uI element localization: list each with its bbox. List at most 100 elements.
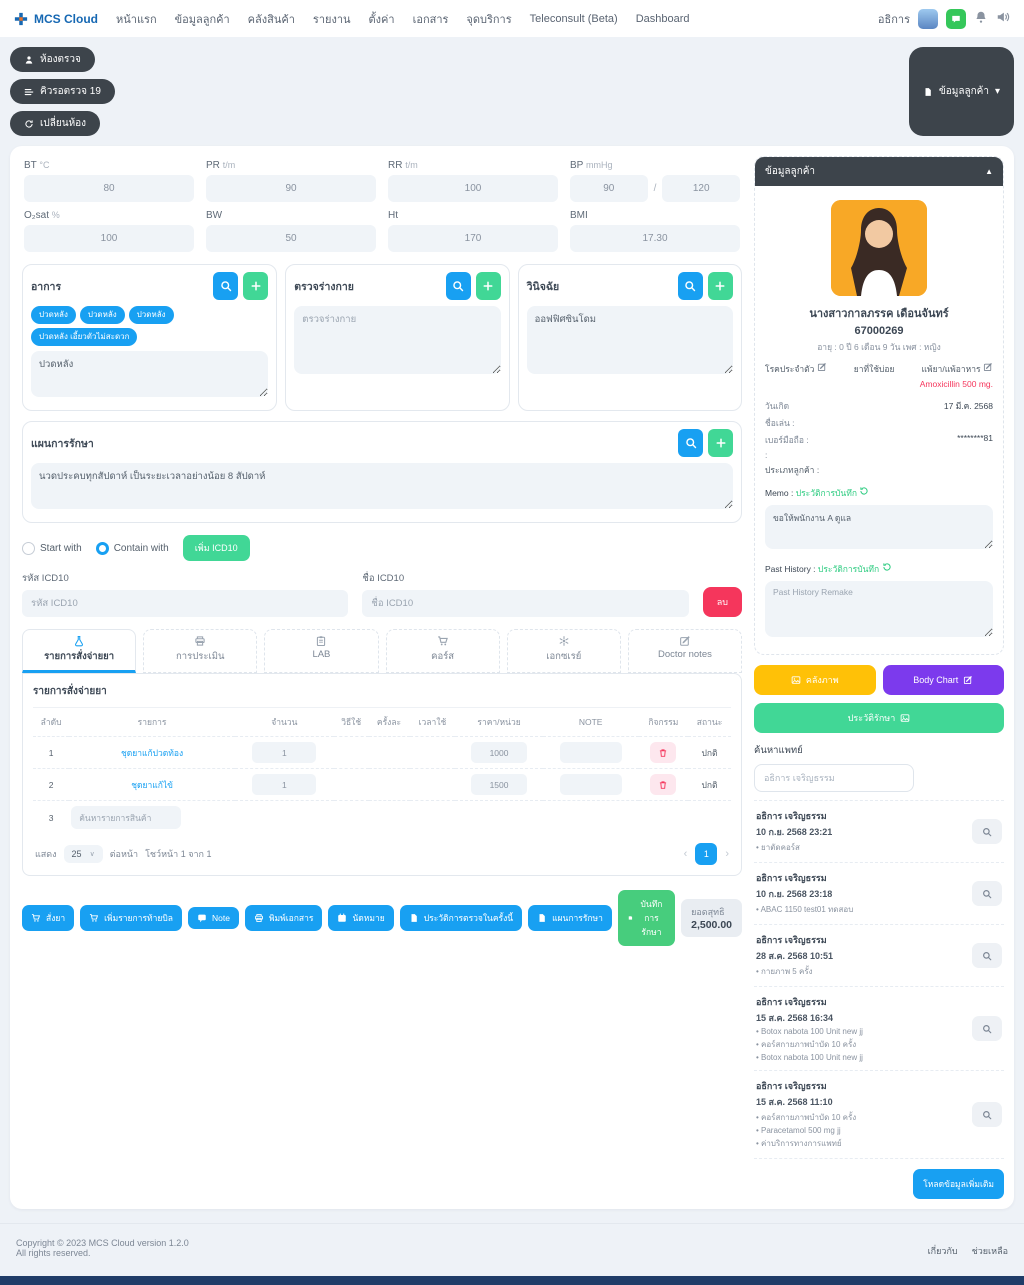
view-history-button[interactable] (972, 1102, 1002, 1127)
view-history-button[interactable] (972, 881, 1002, 906)
nav-reports[interactable]: รายงาน (312, 13, 351, 26)
bp-diastolic-input[interactable] (662, 175, 740, 202)
note-input[interactable] (559, 774, 622, 795)
view-history-button[interactable] (972, 1016, 1002, 1041)
item-link[interactable]: ชุดยาแก้ปวดท้อง (120, 747, 184, 758)
customer-panel-header[interactable]: ข้อมูลลูกค้า ▲ (755, 157, 1003, 186)
treatment-plan-button[interactable]: แผนการรักษา (528, 905, 612, 931)
nav-home[interactable]: หน้าแรก (116, 13, 157, 26)
next-page-button[interactable]: › (725, 848, 729, 860)
diagnosis-search-button[interactable] (677, 272, 703, 300)
gallery-button[interactable]: คลังภาพ (754, 665, 876, 695)
appointment-button[interactable]: นัดหมาย (328, 905, 394, 931)
bp-systolic-input[interactable] (570, 175, 648, 202)
icd10-name-input[interactable] (362, 590, 689, 617)
visit-history-button[interactable]: ประวัติการตรวจในครั้งนี้ (399, 905, 523, 931)
view-history-button[interactable] (972, 819, 1002, 844)
nav-settings[interactable]: ตั้งค่า (368, 13, 395, 26)
delete-row-button[interactable] (650, 774, 677, 795)
tab-medication-orders[interactable]: รายการสั่งจ่ายยา (22, 629, 137, 673)
symptom-tag[interactable]: ปวดหลัง (31, 306, 76, 324)
past-history-link[interactable]: ประวัติการบันทึก (817, 564, 880, 574)
delete-row-button[interactable] (650, 742, 677, 763)
user-name[interactable]: อธิการ (877, 13, 910, 26)
nav-inventory[interactable]: คลังสินค้า (247, 13, 295, 26)
notifications-bell-icon[interactable] (974, 10, 988, 27)
page-number-button[interactable]: 1 (695, 843, 718, 865)
icd10-code-input[interactable] (22, 590, 349, 617)
nav-service-point[interactable]: จุดบริการ (466, 13, 512, 26)
undo-icon[interactable] (882, 562, 892, 572)
chronic-disease-link[interactable]: โรคประจำตัว (765, 362, 827, 376)
symptoms-search-button[interactable] (213, 272, 239, 300)
price-input[interactable] (471, 774, 528, 795)
past-history-textarea[interactable] (765, 581, 993, 637)
user-avatar[interactable] (918, 8, 938, 29)
add-bill-item-button[interactable]: เพิ่มรายการท้ายบิล (80, 905, 182, 931)
treatment-history-button[interactable]: ประวัติรักษา (754, 703, 1004, 733)
save-treatment-button[interactable]: บันทึกการรักษา (617, 890, 676, 946)
bt-input[interactable] (24, 175, 194, 202)
product-search-input[interactable] (71, 806, 182, 829)
nav-documents[interactable]: เอกสาร (412, 13, 449, 26)
diagnosis-textarea[interactable]: ออฟฟิศซินโดม (526, 306, 733, 374)
qty-input[interactable] (252, 742, 317, 763)
customer-info-toggle-button[interactable]: ข้อมูลลูกค้า ▾ (908, 47, 1014, 136)
print-documents-button[interactable]: พิมพ์เอกสาร (244, 905, 323, 931)
customer-photo[interactable] (831, 200, 927, 296)
brand-logo[interactable]: MCS Cloud (14, 12, 98, 26)
physical-exam-textarea[interactable] (294, 306, 501, 374)
memo-textarea[interactable]: ขอให้พนักงาน A ดูแล (765, 505, 993, 549)
load-more-button[interactable]: โหลดข้อมูลเพิ่มเติม (913, 1169, 1004, 1199)
symptoms-textarea[interactable]: ปวดหลัง (31, 351, 269, 397)
tab-doctor-notes[interactable]: Doctor notes (627, 629, 743, 673)
help-link[interactable]: ช่วยเหลือ (971, 1246, 1008, 1256)
tab-xray[interactable]: เอกซเรย์ (506, 629, 621, 673)
note-button[interactable]: Note (187, 907, 239, 929)
icd10-startwith-radio[interactable]: Start with (22, 541, 82, 555)
tab-course[interactable]: คอร์ส (385, 629, 500, 673)
physical-exam-search-button[interactable] (445, 272, 471, 300)
icd10-containwith-radio[interactable]: Contain with (95, 541, 169, 555)
treatment-plan-textarea[interactable]: นวดประคบทุกสัปดาห์ เป็นระยะเวลาอย่างน้อย… (31, 463, 733, 509)
treatment-plan-search-button[interactable] (678, 429, 703, 457)
nav-dashboard[interactable]: Dashboard (635, 12, 690, 25)
per-page-select[interactable]: 25 ∨ (63, 845, 103, 863)
sound-speaker-icon[interactable] (996, 10, 1010, 27)
nav-teleconsult[interactable]: Teleconsult (Beta) (529, 12, 618, 25)
symptom-tag[interactable]: ปวดหลัง (128, 306, 174, 324)
symptom-tag[interactable]: ปวดหลัง เอี้ยวตัวไม่สะดวก (31, 328, 138, 346)
queue-button[interactable]: คิวรอตรวจ 19 (10, 79, 115, 104)
body-chart-button[interactable]: Body Chart (882, 665, 1004, 695)
change-room-button[interactable]: เปลี่ยนห้อง (10, 111, 101, 136)
icd10-delete-button[interactable]: ลบ (702, 587, 743, 617)
undo-icon[interactable] (859, 486, 869, 496)
doctor-search-input[interactable] (754, 764, 914, 792)
prev-page-button[interactable]: ‹ (683, 848, 688, 860)
tab-lab[interactable]: LAB (264, 629, 379, 673)
qty-input[interactable] (252, 774, 317, 795)
memo-history-link[interactable]: ประวัติการบันทึก (795, 488, 857, 498)
pr-input[interactable] (206, 175, 376, 202)
diagnosis-add-button[interactable] (707, 272, 733, 300)
tab-assessment[interactable]: การประเมิน (143, 629, 258, 673)
price-input[interactable] (471, 742, 528, 763)
about-link[interactable]: เกี่ยวกับ (927, 1246, 958, 1256)
rr-input[interactable] (388, 175, 558, 202)
allergy-link[interactable]: แพ้ยา/แพ้อาหาร (922, 362, 993, 376)
o2sat-input[interactable] (24, 225, 194, 252)
symptom-tag[interactable]: ปวดหลัง (79, 306, 125, 324)
nav-customers[interactable]: ข้อมูลลูกค้า (174, 13, 230, 26)
treatment-plan-add-button[interactable] (708, 429, 733, 457)
note-input[interactable] (559, 742, 622, 763)
physical-exam-add-button[interactable] (475, 272, 501, 300)
view-history-button[interactable] (972, 943, 1002, 968)
item-link[interactable]: ชุดยาแก้ไข้ (131, 779, 173, 790)
ht-input[interactable] (388, 225, 558, 252)
bw-input[interactable] (206, 225, 376, 252)
line-chat-icon[interactable] (946, 8, 966, 29)
bmi-input[interactable] (570, 225, 740, 252)
add-icd10-button[interactable]: เพิ่ม ICD10 (182, 535, 250, 561)
exam-room-button[interactable]: ห้องตรวจ (10, 47, 95, 72)
order-medicine-button[interactable]: สั่งยา (22, 905, 75, 931)
